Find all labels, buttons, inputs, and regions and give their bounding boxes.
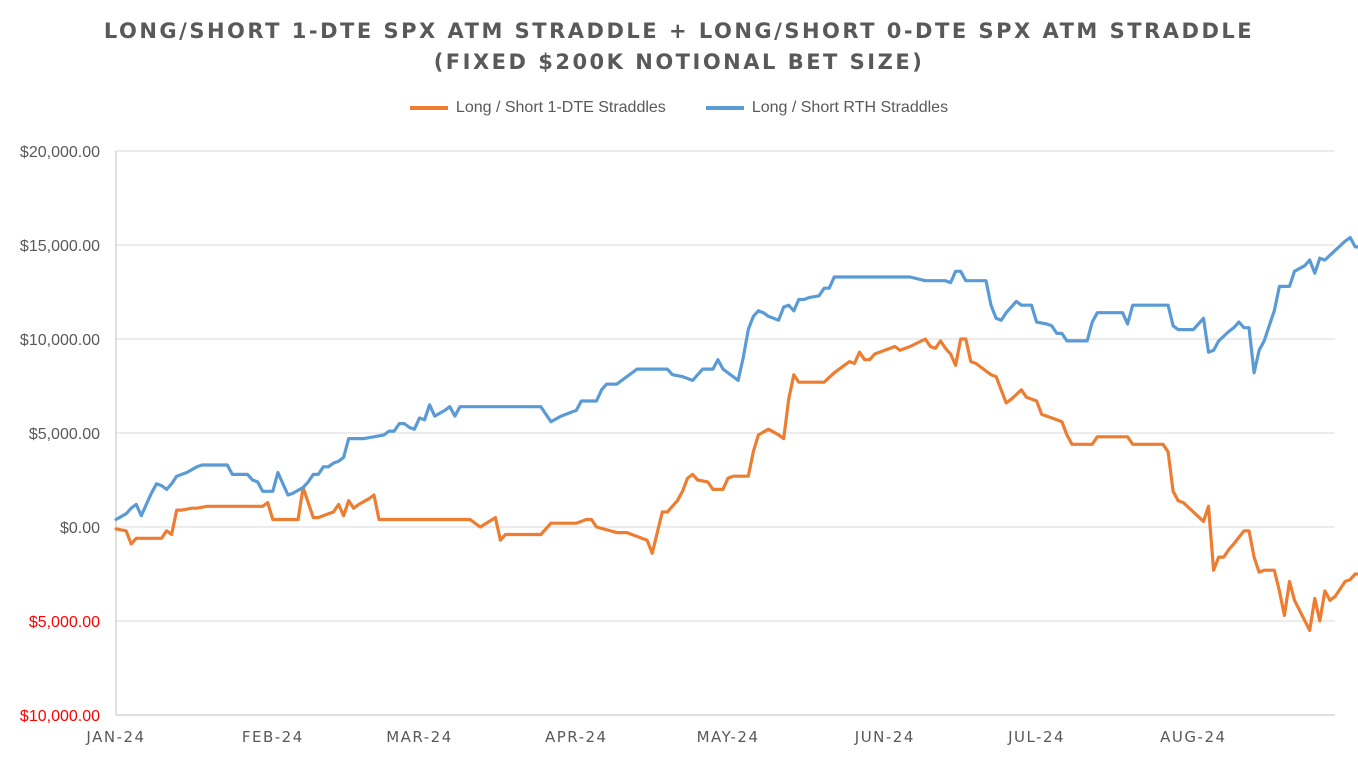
y-axis-ticks: $20,000.00 $15,000.00 $10,000.00 $5,000.00 $…: [20, 144, 100, 725]
legend-label-rth: Long / Short RTH Straddles: [751, 99, 949, 116]
y-tick-label: $20,000.00: [20, 144, 100, 161]
x-tick-label: APR-24: [545, 728, 608, 746]
legend-item-1dte: Long / Short 1-DTE Straddles: [409, 99, 666, 117]
x-tick-label: JUL-24: [1007, 728, 1065, 746]
x-tick-label: MAR-24: [386, 728, 453, 746]
y-tick-label: $0.00: [60, 520, 100, 537]
y-tick-label: $15,000.00: [20, 238, 100, 255]
y-tick-label: $10,000.00: [20, 332, 100, 349]
series-line-rth: [114, 235, 1358, 522]
legend-swatch-1dte: [409, 106, 448, 110]
x-tick-label: FEB-24: [242, 728, 304, 746]
y-tick-label: $5,000.00: [29, 614, 100, 631]
axes: [115, 151, 1335, 716]
series-lines: [114, 235, 1358, 633]
gridlines: [116, 150, 1335, 622]
x-tick-label: JAN-24: [85, 728, 145, 746]
y-tick-label: $5,000.00: [29, 426, 100, 443]
legend-item-rth: Long / Short RTH Straddles: [705, 99, 949, 117]
x-tick-label: MAY-24: [697, 728, 760, 746]
x-axis-ticks: JAN-24 FEB-24 MAR-24 APR-24 MAY-24 JUN-24 JUL-…: [85, 728, 1226, 746]
chart-legend: Long / Short 1-DTE Straddles Long / Shor…: [0, 99, 1358, 117]
legend-swatch-rth: [705, 106, 744, 110]
x-tick-label: AUG-24: [1160, 728, 1226, 746]
x-tick-label: JUN-24: [854, 728, 915, 746]
legend-label-1dte: Long / Short 1-DTE Straddles: [455, 99, 666, 116]
y-tick-label: $10,000.00: [20, 708, 100, 725]
chart-title-line-2: (FIXED $200K NOTIONAL BET SIZE): [433, 50, 925, 74]
series-line-1dte: [114, 337, 1358, 633]
chart-title-line-1: LONG/SHORT 1-DTE SPX ATM STRADDLE + LONG…: [103, 19, 1255, 43]
